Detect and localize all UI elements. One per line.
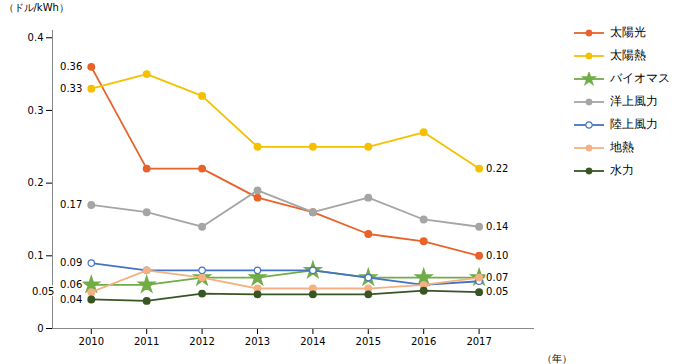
svg-text:0.07: 0.07 bbox=[486, 272, 508, 283]
svg-text:0.06: 0.06 bbox=[60, 279, 82, 290]
svg-text:（年）: （年） bbox=[542, 353, 572, 364]
svg-text:0.05: 0.05 bbox=[486, 286, 508, 297]
svg-text:0.04: 0.04 bbox=[60, 294, 82, 305]
svg-text:2017: 2017 bbox=[466, 336, 491, 347]
html-text:水力: 水力 bbox=[610, 163, 634, 177]
svg-text:2015: 2015 bbox=[356, 336, 381, 347]
html-text:陸上風力: 陸上風力 bbox=[610, 117, 658, 131]
svg-text:0.33: 0.33 bbox=[60, 83, 82, 94]
svg-text:0.4: 0.4 bbox=[28, 32, 44, 43]
svg-text:0.10: 0.10 bbox=[486, 250, 508, 261]
html-text:太陽熱: 太陽熱 bbox=[610, 48, 646, 62]
svg-text:0.05: 0.05 bbox=[32, 286, 54, 297]
svg-text:0.3: 0.3 bbox=[28, 105, 44, 116]
svg-text:0.2: 0.2 bbox=[28, 177, 44, 188]
svg-text:2013: 2013 bbox=[245, 336, 270, 347]
html-text:洋上風力: 洋上風力 bbox=[610, 94, 658, 108]
svg-text:0.22: 0.22 bbox=[486, 163, 508, 174]
svg-text:2016: 2016 bbox=[411, 336, 436, 347]
svg-text:2012: 2012 bbox=[189, 336, 214, 347]
svg-text:0.09: 0.09 bbox=[60, 257, 82, 268]
html-text:太陽光: 太陽光 bbox=[610, 25, 646, 39]
svg-text:2010: 2010 bbox=[79, 336, 104, 347]
svg-text:0.17: 0.17 bbox=[60, 199, 82, 210]
svg-text:0.36: 0.36 bbox=[60, 61, 82, 72]
svg-text:2014: 2014 bbox=[300, 336, 325, 347]
html-text:地熱: 地熱 bbox=[610, 140, 634, 154]
svg-text:0.1: 0.1 bbox=[28, 250, 44, 261]
svg-text:0.14: 0.14 bbox=[486, 221, 508, 232]
html-text:バイオマス: バイオマス bbox=[610, 71, 670, 85]
svg-text:2011: 2011 bbox=[134, 336, 159, 347]
svg-text:0: 0 bbox=[37, 323, 43, 334]
svg-text:（ドル/kWh）: （ドル/kWh） bbox=[4, 2, 69, 13]
